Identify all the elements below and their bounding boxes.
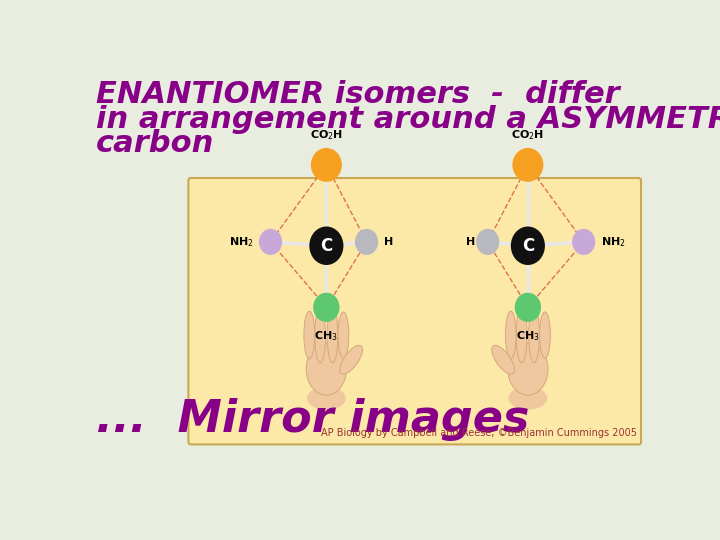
Text: in arrangement around a ASYMMETRIC: in arrangement around a ASYMMETRIC xyxy=(96,105,720,134)
Ellipse shape xyxy=(313,293,340,322)
Text: C: C xyxy=(522,237,534,255)
Ellipse shape xyxy=(513,148,544,182)
Text: NH$_2$: NH$_2$ xyxy=(229,235,253,249)
Text: CH$_3$: CH$_3$ xyxy=(315,329,338,343)
Ellipse shape xyxy=(508,387,547,410)
Ellipse shape xyxy=(510,226,545,265)
Ellipse shape xyxy=(515,293,541,322)
Ellipse shape xyxy=(572,229,595,255)
Ellipse shape xyxy=(492,345,514,374)
Text: CH$_3$: CH$_3$ xyxy=(516,329,540,343)
Ellipse shape xyxy=(327,307,338,363)
Text: NH$_2$: NH$_2$ xyxy=(600,235,626,249)
Ellipse shape xyxy=(539,312,550,358)
Text: ...  Mirror images: ... Mirror images xyxy=(96,397,530,441)
Ellipse shape xyxy=(476,229,500,255)
Ellipse shape xyxy=(528,307,539,363)
Text: C: C xyxy=(320,237,333,255)
Ellipse shape xyxy=(306,343,346,395)
Ellipse shape xyxy=(310,226,343,265)
Ellipse shape xyxy=(508,343,548,395)
Ellipse shape xyxy=(355,229,378,255)
Ellipse shape xyxy=(259,229,282,255)
Text: AP Biology by Campbell and Reese; ©Benjamin Cummings 2005: AP Biology by Campbell and Reese; ©Benja… xyxy=(321,428,637,438)
Text: CO$_2$H: CO$_2$H xyxy=(511,128,544,142)
Ellipse shape xyxy=(338,312,349,358)
Text: CO$_2$H: CO$_2$H xyxy=(310,128,343,142)
FancyBboxPatch shape xyxy=(189,178,641,444)
Ellipse shape xyxy=(516,307,527,363)
Ellipse shape xyxy=(307,387,346,410)
Text: ENANTIOMER isomers  -  differ: ENANTIOMER isomers - differ xyxy=(96,80,620,109)
Ellipse shape xyxy=(505,311,516,359)
Ellipse shape xyxy=(311,148,342,182)
Ellipse shape xyxy=(315,307,325,363)
Text: H: H xyxy=(384,237,393,247)
Text: carbon: carbon xyxy=(96,130,215,158)
Text: H: H xyxy=(466,237,475,247)
Ellipse shape xyxy=(340,345,362,374)
Ellipse shape xyxy=(304,311,315,359)
